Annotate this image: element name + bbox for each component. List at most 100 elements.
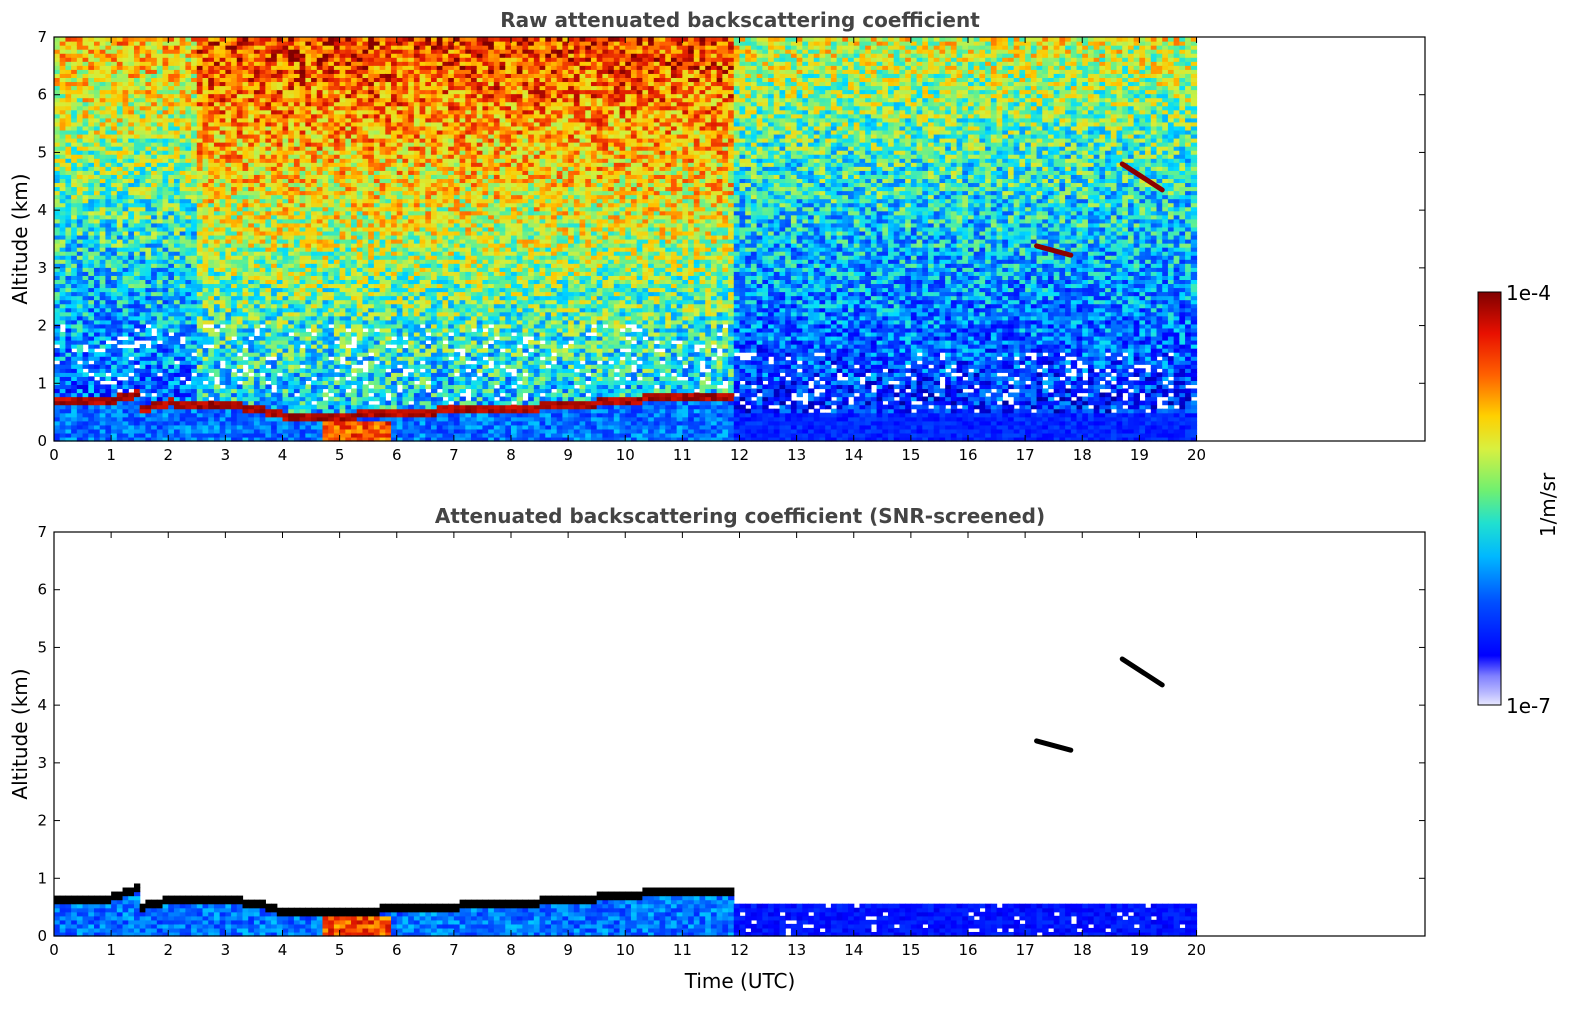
heatmap-cell [260,126,266,131]
heatmap-cell [123,429,129,434]
heatmap-cell [77,223,83,228]
heatmap-cell [128,118,134,123]
heatmap-cell [277,203,283,208]
heatmap-cell [237,178,243,183]
heatmap-cell [294,81,300,86]
heatmap-cell [328,336,334,341]
heatmap-cell [123,142,129,147]
heatmap-cell [288,211,294,216]
heatmap-cell [77,231,83,236]
heatmap-cell [180,170,186,175]
heatmap-cell [77,308,83,313]
heatmap-cell [225,320,231,325]
heatmap-cell [208,199,214,204]
heatmap-cell [322,283,328,288]
heatmap-cell [117,69,123,74]
heatmap-cell [54,401,60,406]
heatmap-cell [157,110,163,115]
heatmap-cell [94,138,100,143]
heatmap-cell [151,150,157,155]
heatmap-cell [105,413,111,418]
heatmap-cell [151,45,157,50]
heatmap-cell [231,170,237,175]
heatmap-cell [225,154,231,159]
heatmap-cell [317,231,323,236]
heatmap-cell [328,247,334,252]
heatmap-cell [340,85,346,90]
heatmap-cell [260,81,266,86]
heatmap-cell [117,267,123,272]
heatmap-cell [311,231,317,236]
heatmap-cell [157,316,163,321]
heatmap-cell [231,122,237,127]
heatmap-cell [145,316,151,321]
heatmap-cell [185,364,191,369]
heatmap-cell [60,409,66,414]
heatmap-cell [254,65,260,70]
heatmap-cell [77,65,83,70]
heatmap-cell [317,401,323,406]
heatmap-cell [88,263,94,268]
heatmap-cell [105,324,111,329]
heatmap-cell [140,267,146,272]
heatmap-cell [334,174,340,179]
heatmap-cell [105,304,111,309]
heatmap-cell [54,231,60,236]
heatmap-cell [197,271,203,276]
heatmap-cell [237,296,243,301]
heatmap-cell [123,271,129,276]
heatmap-cell [151,195,157,200]
heatmap-cell [300,110,306,115]
heatmap-cell [174,300,180,305]
heatmap-cell [265,118,271,123]
heatmap-cell [151,344,157,349]
heatmap-cell [208,364,214,369]
heatmap-cell [283,146,289,151]
heatmap-cell [340,174,346,179]
heatmap-cell [237,332,243,337]
heatmap-cell [237,37,243,42]
heatmap-cell [237,207,243,212]
heatmap-cell [248,37,254,42]
heatmap-cell [254,110,260,115]
heatmap-cell [271,162,277,167]
heatmap-cell [340,413,346,418]
heatmap-cell [197,275,203,280]
heatmap-cell [203,340,209,345]
heatmap-cell [220,191,226,196]
heatmap-cell [151,279,157,284]
heatmap-cell [105,223,111,228]
heatmap-cell [271,166,277,171]
heatmap-cell [317,77,323,82]
heatmap-cell [94,352,100,357]
heatmap-cell [83,296,89,301]
heatmap-cell [265,154,271,159]
heatmap-cell [260,271,266,276]
heatmap-cell [214,126,220,131]
heatmap-cell [248,409,254,414]
heatmap-cell [265,178,271,183]
heatmap-cell [180,142,186,147]
heatmap-cell [163,364,169,369]
heatmap-cell [254,174,260,179]
heatmap-cell [214,292,220,297]
heatmap-cell [322,251,328,256]
heatmap-cell [225,300,231,305]
heatmap-cell [231,429,237,434]
heatmap-cell [117,324,123,329]
heatmap-cell [128,409,134,414]
heatmap-cell [277,195,283,200]
heatmap-cell [111,344,117,349]
heatmap-cell [260,376,266,381]
heatmap-cell [322,114,328,119]
heatmap-cell [203,231,209,236]
heatmap-cell [157,328,163,333]
heatmap-cell [203,267,209,272]
heatmap-cell [300,336,306,341]
heatmap-cell [254,138,260,143]
heatmap-cell [254,263,260,268]
heatmap-cell [288,118,294,123]
heatmap-cell [322,154,328,159]
heatmap-cell [311,368,317,373]
heatmap-cell [208,110,214,115]
